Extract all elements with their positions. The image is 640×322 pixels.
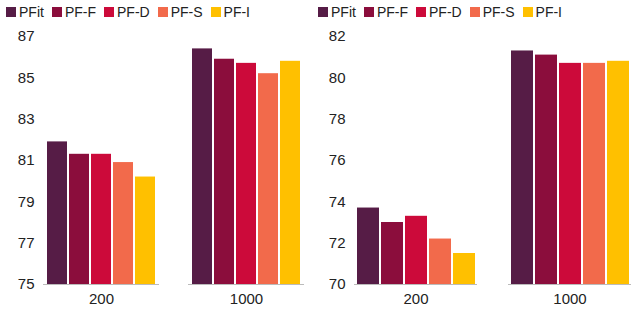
html-text:PF-I: PF-I xyxy=(223,4,250,20)
svg-text:77: 77 xyxy=(18,234,35,251)
html-text:PF-D: PF-D xyxy=(429,4,462,20)
svg-text:200: 200 xyxy=(89,290,114,307)
svg-text:87: 87 xyxy=(18,27,35,44)
svg-text:79: 79 xyxy=(18,193,35,210)
svg-text:76: 76 xyxy=(329,151,346,168)
svg-text:70: 70 xyxy=(329,275,346,292)
svg-text:85: 85 xyxy=(18,69,35,86)
html-text:PFit: PFit xyxy=(331,4,356,20)
html-text:PF-F: PF-F xyxy=(376,4,408,20)
svg-text:200: 200 xyxy=(403,290,428,307)
svg-text:1000: 1000 xyxy=(230,290,263,307)
svg-text:81: 81 xyxy=(18,151,35,168)
html-text:PF-I: PF-I xyxy=(535,4,562,20)
svg-text:78: 78 xyxy=(329,110,346,127)
svg-text:72: 72 xyxy=(329,234,346,251)
svg-text:80: 80 xyxy=(329,69,346,86)
svg-text:82: 82 xyxy=(329,27,346,44)
svg-text:1000: 1000 xyxy=(553,290,586,307)
svg-text:83: 83 xyxy=(18,110,35,127)
html-text:PFit: PFit xyxy=(19,4,44,20)
html-text:PF-S: PF-S xyxy=(482,4,515,20)
html-text:PF-D: PF-D xyxy=(117,4,150,20)
html-text:PF-S: PF-S xyxy=(170,4,203,20)
svg-text:75: 75 xyxy=(18,275,35,292)
html-text:PF-F: PF-F xyxy=(64,4,96,20)
svg-text:74: 74 xyxy=(329,193,346,210)
